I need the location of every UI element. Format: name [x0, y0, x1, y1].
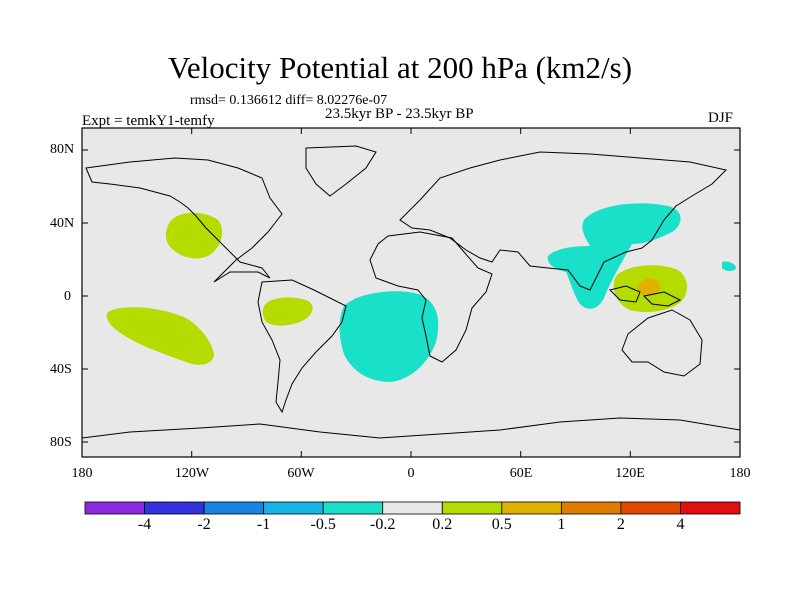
- period-label: 23.5kyr BP - 23.5kyr BP: [325, 106, 474, 122]
- colorbar-label: 0.5: [491, 516, 512, 533]
- colorbar-label: -2: [197, 516, 211, 533]
- colorbar-swatch: [203, 501, 265, 515]
- axis-ticks: [81, 128, 741, 457]
- colorbar-swatch: [620, 501, 681, 515]
- coastlines: [81, 145, 741, 439]
- lon-label-0: 0: [407, 466, 415, 481]
- lat-label-40n: 40N: [50, 216, 75, 231]
- colorbar: [84, 501, 741, 515]
- positive-region-north-pacific: [165, 212, 223, 259]
- colorbar-label: -1: [256, 516, 271, 533]
- colorbar-label: 2: [616, 516, 625, 533]
- coast-south-america: [257, 279, 347, 414]
- positive-region-south-pacific: [106, 307, 214, 365]
- coast-australia: [621, 309, 703, 377]
- colorbar-swatch: [263, 501, 324, 515]
- lat-label-40s: 40S: [50, 362, 72, 377]
- lon-label-120w: 120W: [174, 466, 210, 481]
- negative-region-atlantic: [339, 291, 439, 382]
- colorbar-swatch: [441, 501, 503, 515]
- lat-label-80s: 80S: [50, 435, 72, 450]
- stats-label: rmsd= 0.136612 diff= 8.02276e-07: [190, 93, 388, 108]
- colorbar-swatch: [144, 501, 205, 515]
- colorbar-label: -4: [137, 516, 152, 533]
- lon-label-60w: 60W: [287, 466, 315, 481]
- colorbar-swatch: [560, 501, 622, 515]
- colorbar-swatch: [680, 501, 741, 515]
- lon-label-180w: 180: [71, 466, 93, 481]
- positive-region-south-america: [262, 297, 313, 326]
- experiment-label: Expt = temkY1-temfy: [82, 113, 215, 129]
- page-title: Velocity Potential at 200 hPa (km2/s): [167, 50, 633, 85]
- strong-positive-core: [637, 278, 661, 297]
- coast-maritime-continent: [609, 285, 682, 307]
- colorbar-label: 1: [557, 516, 566, 533]
- lat-label-0: 0: [64, 289, 71, 304]
- lon-label-120e: 120E: [615, 466, 645, 481]
- colorbar-swatch: [84, 501, 145, 515]
- colorbar-swatch: [501, 501, 562, 515]
- season-label: DJF: [708, 110, 734, 126]
- colorbar-label: -0.5: [310, 516, 336, 533]
- coast-africa: [369, 231, 493, 363]
- coast-greenland: [305, 145, 377, 197]
- coast-eurasia: [399, 151, 727, 291]
- colorbar-label: -0.2: [370, 516, 396, 533]
- colorbar-swatch: [382, 501, 443, 515]
- colorbar-swatch: [322, 501, 384, 515]
- lon-label-180e: 180: [729, 466, 751, 481]
- lat-label-80n: 80N: [50, 142, 75, 157]
- lon-label-60e: 60E: [509, 466, 533, 481]
- negative-region-asia: [547, 203, 681, 309]
- coast-antarctica: [81, 417, 741, 439]
- coast-north-america: [85, 157, 283, 283]
- colorbar-label: 4: [676, 516, 685, 533]
- colorbar-label: 0.2: [432, 516, 453, 533]
- negative-region-central-pacific: [722, 261, 736, 271]
- anomaly-shading: [106, 203, 736, 382]
